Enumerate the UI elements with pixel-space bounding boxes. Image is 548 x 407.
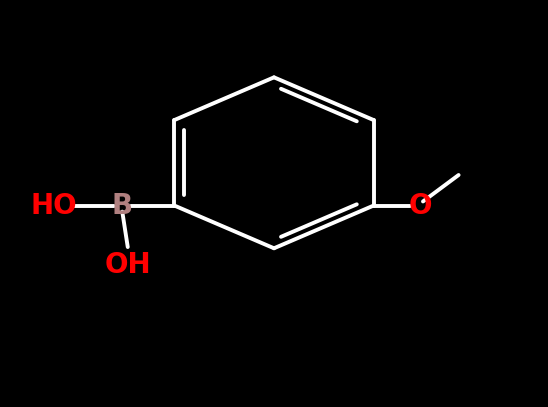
Text: HO: HO xyxy=(31,192,77,219)
Text: O: O xyxy=(408,192,432,219)
Text: OH: OH xyxy=(105,251,151,278)
Text: B: B xyxy=(112,192,133,219)
